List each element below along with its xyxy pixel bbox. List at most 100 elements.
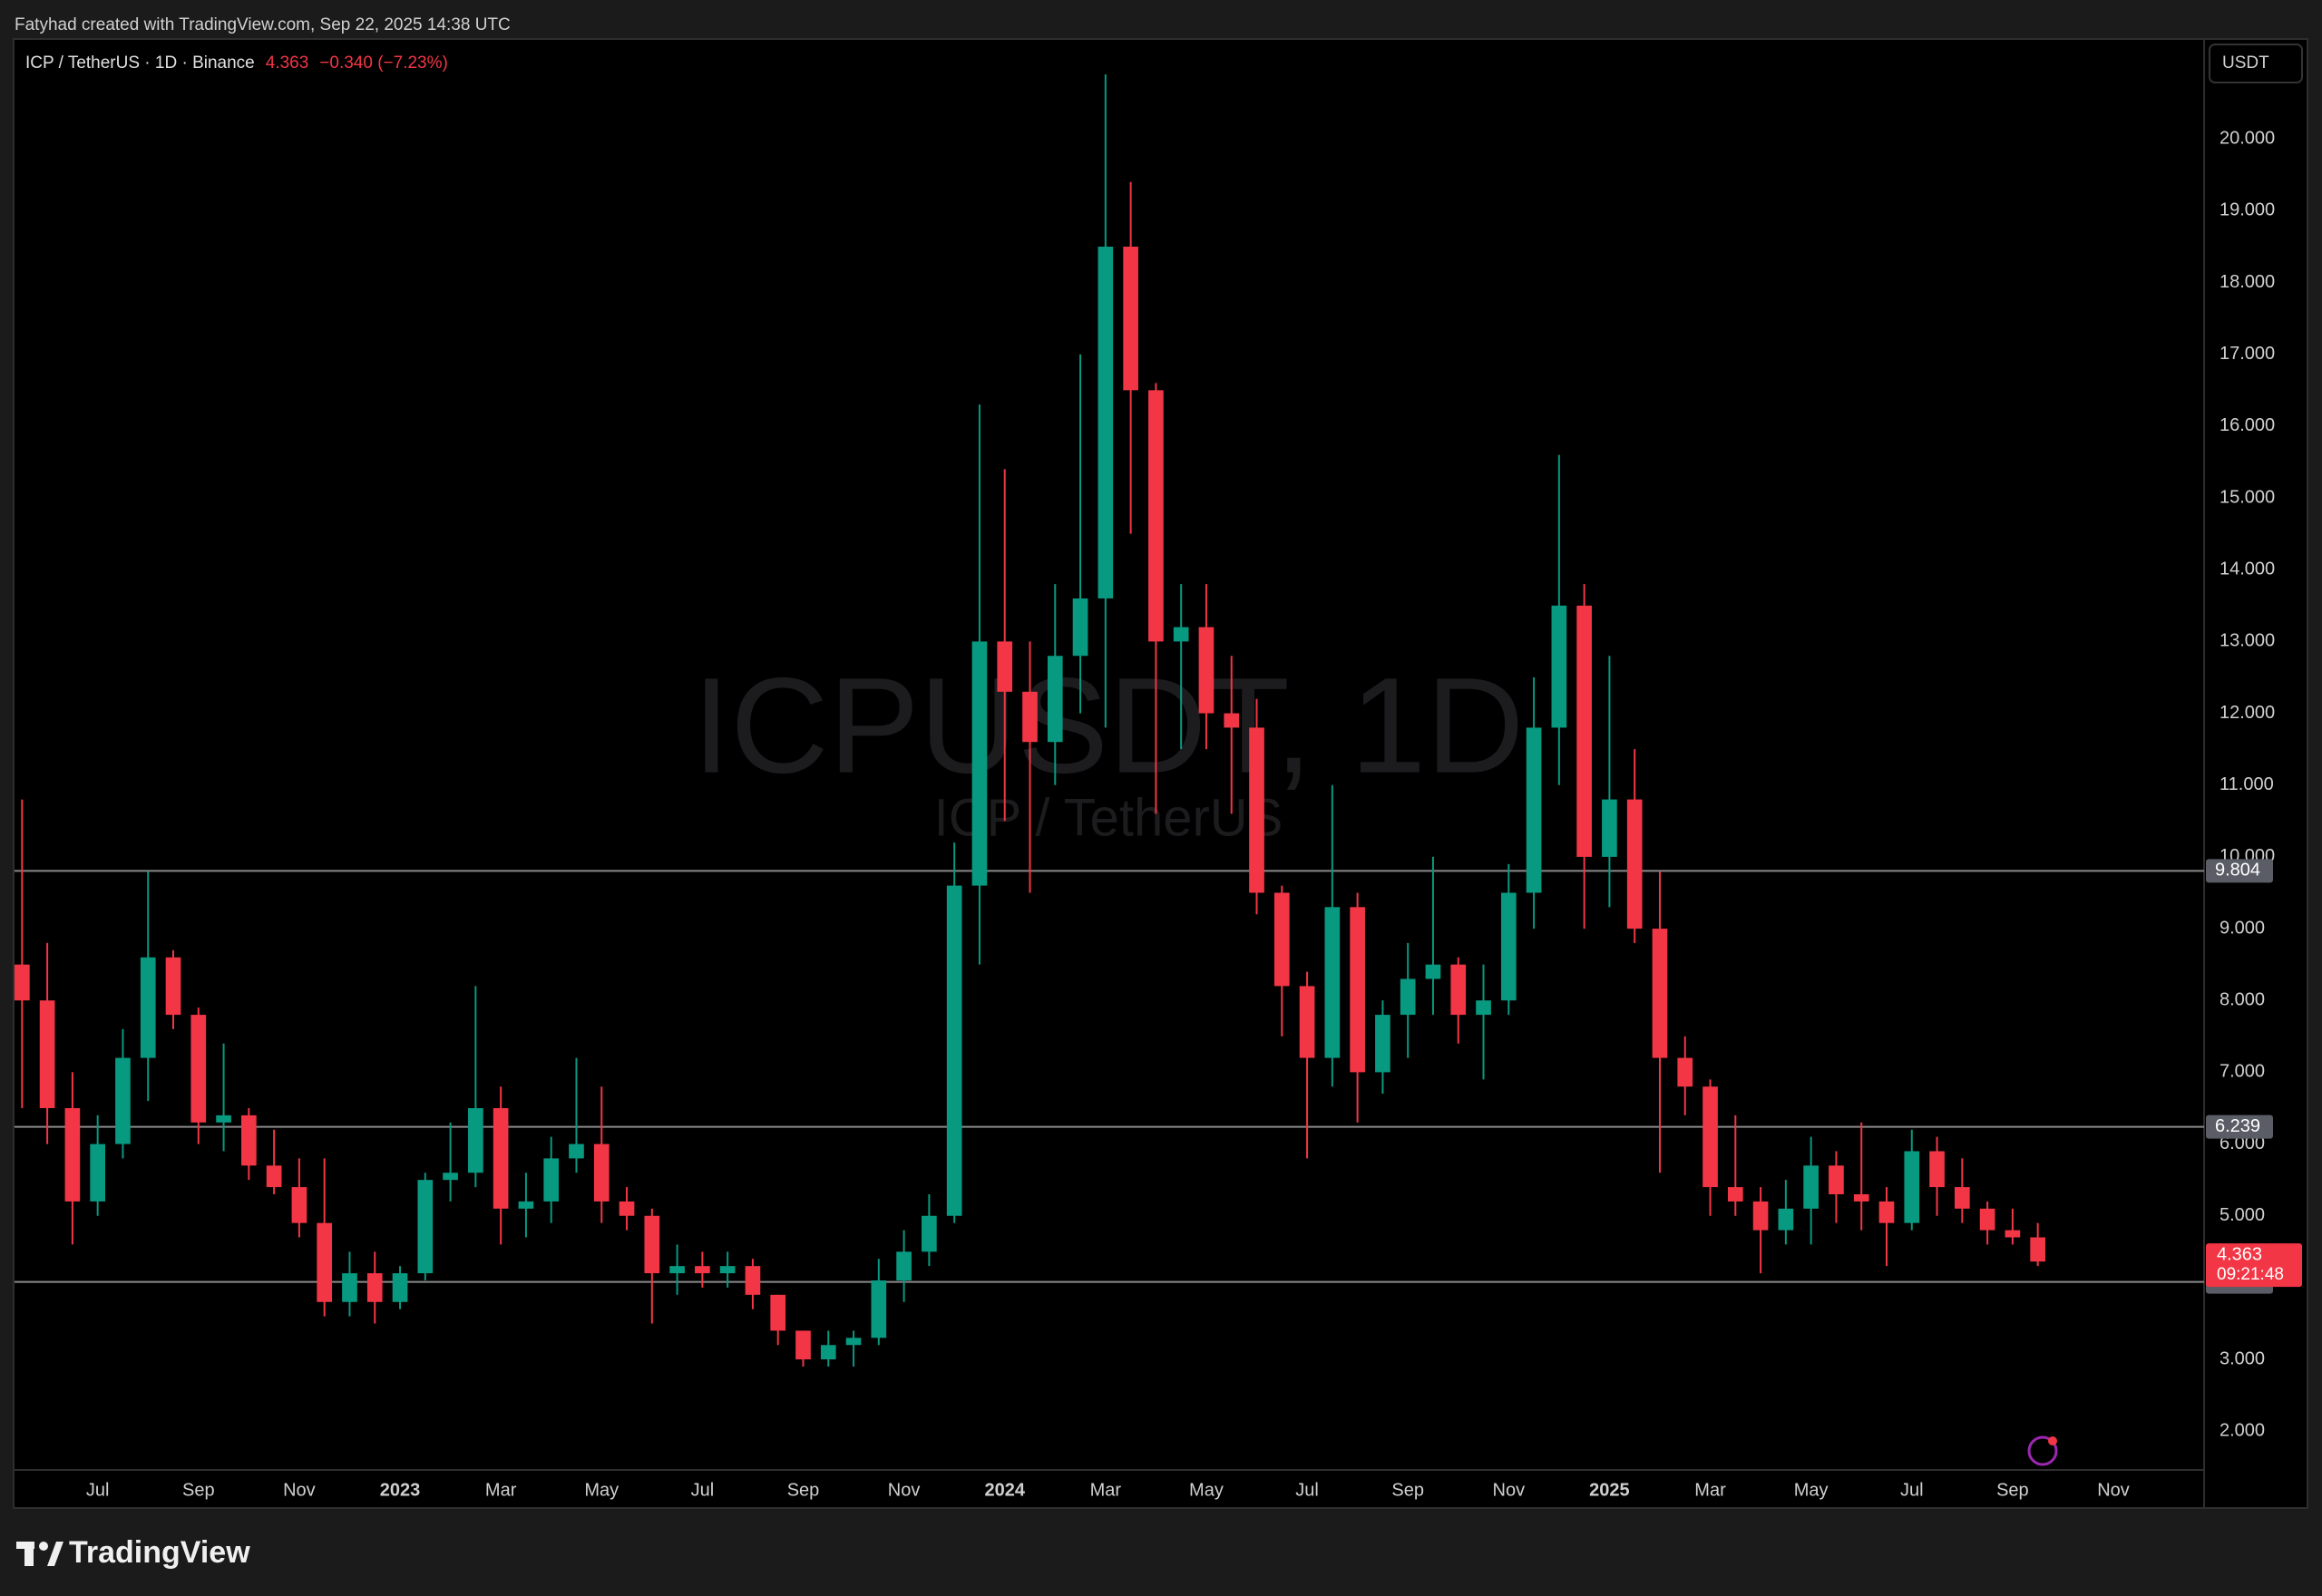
y-tick-label: 3.000	[2220, 1348, 2265, 1368]
candle-body	[1677, 1057, 1693, 1087]
candle-body	[745, 1266, 761, 1295]
candle-body	[719, 1266, 736, 1274]
candle-body	[795, 1330, 811, 1360]
candle-body	[443, 1173, 458, 1181]
candle-body	[115, 1057, 131, 1144]
x-tick-label: May	[1794, 1480, 1829, 1500]
candle-body	[896, 1251, 912, 1280]
logo-mark	[16, 1542, 63, 1566]
y-tick-label: 12.000	[2220, 703, 2275, 723]
currency-button[interactable]	[2209, 44, 2303, 83]
x-tick-label: Sep	[1996, 1480, 2029, 1500]
x-tick-label: 2023	[380, 1480, 421, 1500]
candle-body	[2005, 1230, 2021, 1238]
legend-last: 4.363	[266, 54, 309, 73]
candle-body	[1803, 1165, 1819, 1209]
y-tick-label: 16.000	[2220, 415, 2275, 435]
candle-body	[1123, 247, 1138, 391]
candle-body	[1476, 1000, 1491, 1016]
logo-shape	[47, 1542, 63, 1566]
candle-body	[997, 641, 1013, 692]
candle-body	[845, 1338, 862, 1346]
x-tick-label: Jul	[1900, 1480, 1924, 1500]
candle-body	[468, 1108, 483, 1173]
x-tick-label: Nov	[1493, 1480, 1526, 1500]
candle-body	[1324, 907, 1341, 1058]
x-tick-label: Mar	[485, 1480, 517, 1500]
candle-body	[1072, 598, 1088, 657]
logo-shape	[24, 1542, 34, 1566]
candle-body	[2030, 1237, 2045, 1262]
x-tick-label: 2025	[1589, 1480, 1630, 1500]
candle-body	[1022, 691, 1038, 743]
candle-body	[644, 1215, 660, 1274]
alert-icon[interactable]	[2027, 1435, 2058, 1466]
candle-body	[1148, 390, 1164, 642]
header: Fatyhad created with TradingView.com, Se…	[15, 15, 511, 34]
y-tick-label: 2.000	[2220, 1421, 2265, 1441]
candle-body	[1878, 1201, 1895, 1223]
candle-body	[64, 1108, 81, 1202]
candle-body	[1273, 892, 1290, 987]
candle-body	[1375, 1015, 1390, 1073]
candle-body	[770, 1294, 786, 1331]
x-tick-label: 2024	[984, 1480, 1025, 1500]
x-tick-label: Mar	[1090, 1480, 1122, 1500]
y-tick-label: 5.000	[2220, 1205, 2265, 1225]
candle-body	[291, 1187, 307, 1223]
candle-body	[1047, 656, 1063, 743]
candle-body	[317, 1222, 333, 1302]
candle-body	[39, 1000, 55, 1108]
y-tick-label: 7.000	[2220, 1062, 2265, 1082]
candle-body	[140, 957, 156, 1058]
x-tick-label: Jul	[691, 1480, 715, 1500]
candle-body	[871, 1280, 887, 1338]
candle-body	[165, 957, 181, 1016]
legend-change: −0.340 (−7.23%)	[319, 54, 448, 73]
candle-body	[1702, 1086, 1718, 1188]
candle-body	[922, 1215, 937, 1252]
candle-body	[1954, 1187, 1970, 1209]
candle-body	[15, 964, 30, 1001]
candle-body	[669, 1266, 685, 1274]
legend-title: ICP / TetherUS · 1D · Binance	[25, 54, 255, 73]
x-tick-label: Sep	[1391, 1480, 1424, 1500]
candle-body	[1727, 1187, 1743, 1202]
candle-body	[1173, 627, 1189, 642]
y-tick-label: 17.000	[2220, 344, 2275, 364]
candle-body	[1853, 1194, 1869, 1202]
candle-body	[1602, 799, 1617, 857]
currency-label[interactable]: USDT	[2222, 54, 2269, 73]
candle-body	[1929, 1151, 1945, 1188]
candle-body	[593, 1143, 610, 1202]
candle-body	[1752, 1201, 1769, 1231]
chart-pane	[13, 38, 2308, 1509]
candle-body	[1450, 964, 1467, 1016]
candle-body	[1626, 799, 1643, 929]
candle-body	[820, 1345, 836, 1360]
candle-body	[946, 885, 962, 1216]
y-tick-label: 15.000	[2220, 487, 2275, 507]
y-tick-label: 11.000	[2220, 774, 2274, 794]
candle-body	[1425, 964, 1441, 979]
x-tick-label: Nov	[283, 1480, 316, 1500]
candle-body	[392, 1273, 408, 1302]
y-tick-label: 18.000	[2220, 272, 2275, 292]
candle-body	[543, 1158, 560, 1202]
level-label: 6.239	[2215, 1116, 2260, 1136]
x-tick-label: Nov	[2097, 1480, 2130, 1500]
level-label: 9.804	[2215, 861, 2260, 881]
candle-body	[493, 1108, 509, 1209]
y-tick-label: 20.000	[2220, 129, 2275, 149]
candle-body	[366, 1273, 383, 1302]
watermark: ICPUSDT, 1D	[693, 649, 1525, 802]
candle-body	[1652, 929, 1668, 1058]
candle-body	[266, 1165, 282, 1188]
logo-text: TradingView	[69, 1535, 250, 1570]
x-tick-label: Nov	[888, 1480, 921, 1500]
x-tick-label: Sep	[182, 1480, 215, 1500]
candle-body	[1979, 1208, 1995, 1231]
candle-body	[971, 641, 988, 886]
level-label-box	[2206, 859, 2273, 883]
last-price-box	[2206, 1243, 2302, 1288]
